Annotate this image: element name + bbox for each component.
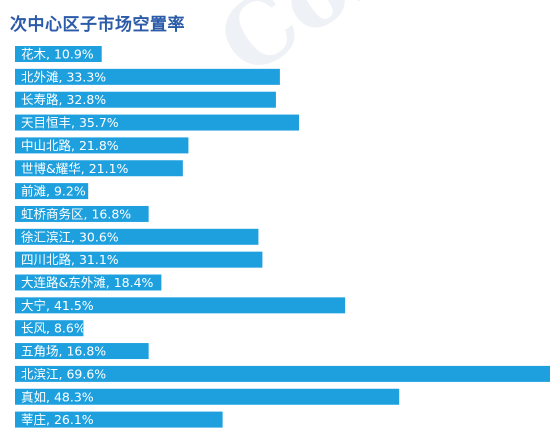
bar-12	[15, 320, 84, 337]
bar-label-7: 虹桥商务区, 16.8%	[21, 206, 131, 221]
bar-7	[15, 205, 149, 222]
bar-11	[15, 297, 346, 314]
bar-label-11: 大宁, 41.5%	[21, 298, 94, 313]
bar-13	[15, 343, 149, 360]
bar-5	[15, 160, 183, 177]
bar-14	[15, 365, 550, 382]
bar-10	[15, 274, 162, 291]
bar-2	[15, 91, 276, 108]
bar-label-12: 长风, 8.6%	[21, 321, 86, 336]
bar-9	[15, 251, 263, 268]
bar-0	[15, 46, 102, 62]
bar-3	[15, 114, 299, 131]
bar-6	[15, 183, 89, 200]
bar-1	[15, 68, 280, 85]
chart-title: 次中心区子市场空置率	[10, 15, 185, 35]
bar-label-9: 四川北路, 31.1%	[21, 252, 119, 267]
bar-8	[15, 228, 259, 245]
bar-label-14: 北滨江, 69.6%	[21, 366, 106, 381]
bar-label-1: 北外滩, 33.3%	[21, 69, 106, 84]
bar-label-3: 天目恒丰, 35.7%	[21, 115, 119, 130]
bar-15	[15, 388, 400, 405]
bar-label-6: 前滩, 9.2%	[21, 184, 86, 199]
bar-label-2: 长寿路, 32.8%	[21, 92, 106, 107]
bar-label-15: 真如, 48.3%	[21, 389, 94, 404]
bar-label-4: 中山北路, 21.8%	[21, 138, 119, 153]
bar-label-16: 莘庄, 26.1%	[21, 412, 94, 427]
bar-label-10: 大连路&东外滩, 18.4%	[21, 275, 154, 290]
bar-label-8: 徐汇滨江, 30.6%	[21, 229, 119, 244]
bar-label-0: 花木, 10.9%	[21, 47, 94, 62]
bar-label-5: 世博&耀华, 21.1%	[21, 161, 129, 176]
bar-16	[15, 411, 223, 428]
bar-label-13: 五角场, 16.8%	[21, 344, 106, 359]
bar-4	[15, 137, 189, 154]
